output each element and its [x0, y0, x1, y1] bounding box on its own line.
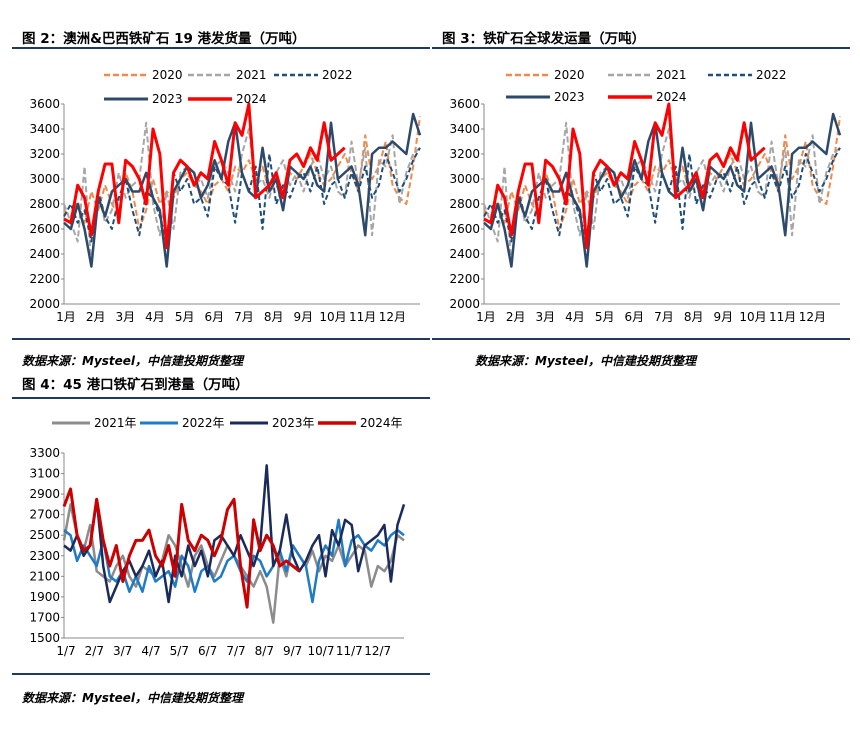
- y-tick-label: 1900: [29, 590, 60, 604]
- legend-label: 2020: [152, 68, 183, 82]
- fig4-title-rule: [12, 397, 430, 399]
- x-tick-label: 6月: [625, 310, 645, 324]
- fig3-source: 数据来源：Mysteel，中信建投期货整理: [475, 354, 697, 368]
- legend-label: 2022: [756, 68, 787, 82]
- legend-label: 2022年: [182, 416, 225, 430]
- legend-label: 2021年: [94, 416, 137, 430]
- y-tick-label: 3300: [29, 446, 60, 460]
- x-tick-label: 5月: [175, 310, 195, 324]
- fig3-title: 图 3：铁矿石全球发运量（万吨）: [442, 31, 646, 47]
- y-tick-label: 2400: [29, 247, 60, 261]
- x-tick-label: 5/7: [170, 644, 189, 658]
- fig2-title: 图 2：澳洲&巴西铁矿石 19 港发货量（万吨）: [22, 31, 306, 47]
- legend-label: 2023: [554, 90, 585, 104]
- fig4-source: 数据来源：Mysteel，中信建投期货整理: [22, 691, 244, 705]
- y-tick-label: 3400: [29, 122, 60, 136]
- fig3-chart: 2000 2200 2400 2600 2800 3000 3200 3400 3600 1月 2月…: [449, 68, 842, 324]
- legend-label: 2024: [656, 90, 687, 104]
- x-tick-label: 8月: [264, 310, 284, 324]
- x-tick-label: 3/7: [113, 644, 132, 658]
- legend-label: 2021: [236, 68, 267, 82]
- y-tick-label: 3200: [449, 147, 480, 161]
- y-tick-label: 2900: [29, 487, 60, 501]
- series-line-2023: [63, 112, 422, 268]
- x-tick-label: 2月: [506, 310, 526, 324]
- y-tick-label: 2700: [29, 508, 60, 522]
- x-tick-label: 6月: [205, 310, 225, 324]
- x-tick-label: 3月: [116, 310, 136, 324]
- x-tick-label: 1月: [476, 310, 496, 324]
- legend-label: 2020: [554, 68, 585, 82]
- fig4-title: 图 4：45 港口铁矿石到港量（万吨）: [22, 377, 249, 393]
- y-tick-label: 3200: [29, 147, 60, 161]
- x-tick-label: 3月: [536, 310, 556, 324]
- series-line-2024年: [62, 487, 301, 609]
- legend-label: 2022: [322, 68, 353, 82]
- x-tick-label: 12月: [379, 310, 406, 324]
- fig2-source: 数据来源：Mysteel，中信建投期货整理: [22, 354, 244, 368]
- x-tick-label: 10/7: [308, 644, 335, 658]
- fig2-bottom-rule: [12, 338, 430, 340]
- fig4-bottom-rule: [12, 673, 430, 675]
- y-tick-label: 2100: [29, 569, 60, 583]
- y-tick-label: 2600: [449, 222, 480, 236]
- series-line-2021年: [62, 503, 405, 624]
- y-tick-label: 2800: [449, 197, 480, 211]
- y-tick-label: 2300: [29, 549, 60, 563]
- fig2-title-rule: [12, 47, 430, 49]
- series-line-2024: [483, 102, 766, 250]
- fig4-chart: 1500 1700 1900 2100 2300 2500 2700 2900 3100 3300…: [29, 416, 406, 658]
- x-tick-label: 9/7: [283, 644, 302, 658]
- fig2-chart: 2000 2200 2400 2600 2800 3000 3200 3400 3600 1月 2月…: [29, 68, 422, 324]
- x-tick-label: 2月: [86, 310, 106, 324]
- y-tick-label: 3000: [29, 172, 60, 186]
- x-tick-label: 7月: [234, 310, 254, 324]
- y-tick-label: 2400: [449, 247, 480, 261]
- y-tick-label: 2500: [29, 528, 60, 542]
- series-line-2023: [483, 112, 842, 268]
- x-tick-label: 11月: [769, 310, 796, 324]
- x-tick-label: 11/7: [336, 644, 363, 658]
- x-tick-label: 10月: [319, 310, 346, 324]
- y-tick-label: 1700: [29, 610, 60, 624]
- x-tick-label: 9月: [714, 310, 734, 324]
- legend-label: 2024年: [360, 416, 403, 430]
- y-tick-label: 2000: [449, 297, 480, 311]
- x-tick-label: 12/7: [364, 644, 391, 658]
- x-tick-label: 10月: [739, 310, 766, 324]
- fig3-bottom-rule: [432, 338, 850, 340]
- series-line-2024: [63, 102, 346, 250]
- x-tick-label: 7月: [654, 310, 674, 324]
- x-tick-label: 2/7: [85, 644, 104, 658]
- y-tick-label: 3600: [29, 97, 60, 111]
- x-tick-label: 1/7: [56, 644, 75, 658]
- y-tick-label: 2000: [29, 297, 60, 311]
- legend-label: 2023年: [272, 416, 315, 430]
- fig3-title-rule: [432, 47, 850, 49]
- y-tick-label: 3600: [449, 97, 480, 111]
- x-tick-label: 9月: [294, 310, 314, 324]
- x-tick-label: 8月: [684, 310, 704, 324]
- y-tick-label: 3400: [449, 122, 480, 136]
- x-tick-label: 11月: [349, 310, 376, 324]
- x-tick-label: 1月: [56, 310, 76, 324]
- legend-label: 2024: [236, 92, 267, 106]
- legend-label: 2023: [152, 92, 183, 106]
- x-tick-label: 4月: [565, 310, 585, 324]
- y-tick-label: 2600: [29, 222, 60, 236]
- x-tick-label: 4/7: [141, 644, 160, 658]
- y-tick-label: 3000: [449, 172, 480, 186]
- y-tick-label: 2800: [29, 197, 60, 211]
- y-tick-label: 1500: [29, 631, 60, 645]
- x-tick-label: 4月: [145, 310, 165, 324]
- y-tick-label: 2200: [29, 272, 60, 286]
- x-tick-label: 6/7: [198, 644, 217, 658]
- x-tick-label: 7/7: [226, 644, 245, 658]
- x-tick-label: 12月: [799, 310, 826, 324]
- y-tick-label: 2200: [449, 272, 480, 286]
- y-tick-label: 3100: [29, 467, 60, 481]
- legend-label: 2021: [656, 68, 687, 82]
- x-tick-label: 8/7: [255, 644, 274, 658]
- x-tick-label: 5月: [595, 310, 615, 324]
